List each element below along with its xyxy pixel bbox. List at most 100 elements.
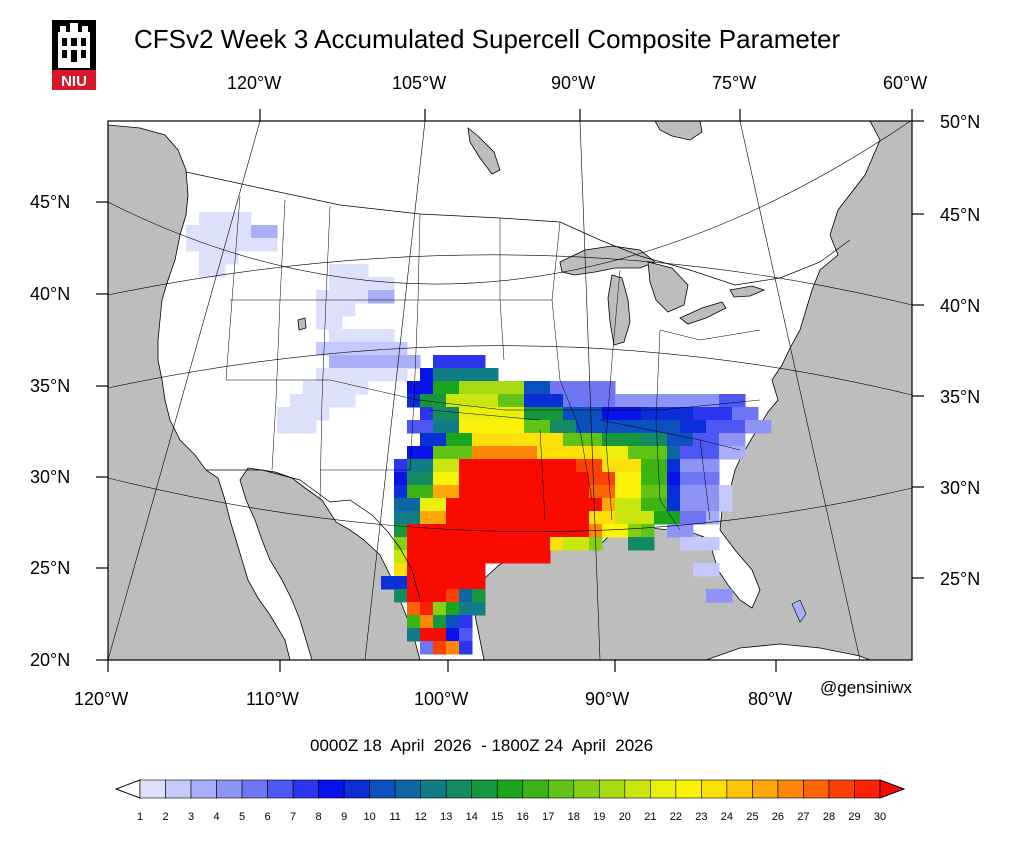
colorbar-tick-label: 23 [695, 811, 707, 823]
scp-cell [472, 433, 486, 447]
scp-cell [420, 550, 434, 564]
scp-cell [238, 212, 252, 226]
scp-cell [329, 290, 343, 304]
scp-cell [446, 641, 460, 655]
map-frame [107, 120, 913, 661]
scp-cell [654, 420, 668, 434]
scp-cell [459, 433, 473, 447]
scp-cell [550, 537, 564, 551]
scp-cell [459, 641, 473, 655]
scp-cell [628, 498, 642, 512]
colorbar-swatch [445, 779, 473, 799]
colorbar-swatch [803, 779, 830, 799]
scp-cell [394, 459, 408, 473]
scp-cell [407, 446, 421, 460]
scp-cell [485, 498, 499, 512]
scp-cell [433, 355, 447, 369]
scp-cell [706, 589, 720, 603]
colorbar-swatch [599, 779, 626, 799]
scp-cell [407, 472, 421, 486]
cuba [705, 643, 871, 660]
scp-cell [693, 420, 707, 434]
scp-cell [446, 381, 460, 395]
scp-cell [186, 238, 200, 252]
scp-cell [472, 407, 486, 421]
scp-cell [589, 394, 603, 408]
scp-cell [433, 407, 447, 421]
scp-cell [433, 485, 447, 499]
scp-cell [407, 498, 421, 512]
scp-cell [407, 576, 421, 590]
scp-cell [420, 563, 434, 577]
scp-cell [589, 472, 603, 486]
scp-cell [511, 550, 525, 564]
axis-ticks [96, 109, 924, 672]
scp-cell [394, 498, 408, 512]
scp-cell [537, 381, 551, 395]
scp-cell [394, 563, 408, 577]
scp-cell [433, 381, 447, 395]
scp-cell [342, 381, 356, 395]
scp-cell [407, 459, 421, 473]
scp-cell [511, 537, 525, 551]
great-salt-lake [297, 317, 307, 331]
scp-cell [550, 498, 564, 512]
scp-cell [381, 355, 395, 369]
colorbar-tick-label: 19 [593, 811, 605, 823]
scp-cell [524, 511, 538, 525]
scp-cell [641, 394, 655, 408]
scp-cell [212, 225, 226, 239]
scp-cell [433, 511, 447, 525]
scp-cell [706, 394, 720, 408]
scp-cell [693, 537, 707, 551]
scp-cell [420, 589, 434, 603]
scp-cell [654, 394, 668, 408]
colorbar-tick-label: 24 [721, 811, 733, 823]
scp-cell [641, 498, 655, 512]
scp-cell [459, 459, 473, 473]
scp-cell [563, 511, 577, 525]
scp-cell [407, 511, 421, 525]
scp-cell [303, 420, 317, 434]
scp-cell [420, 394, 434, 408]
scp-cell [446, 576, 460, 590]
scp-cell [433, 472, 447, 486]
scp-cell [433, 641, 447, 655]
colorbar-tick-label: 8 [316, 811, 322, 823]
scp-cell [446, 368, 460, 382]
scp-cell [524, 420, 538, 434]
scp-cell [342, 303, 356, 317]
scp-cell [303, 394, 317, 408]
scp-cell [680, 498, 694, 512]
scp-cell [433, 589, 447, 603]
scp-cell [680, 459, 694, 473]
scp-cell [433, 576, 447, 590]
scp-cell [472, 394, 486, 408]
scp-cell [420, 524, 434, 538]
top-lon-label: 105°W [392, 73, 447, 93]
scp-cell [368, 277, 382, 291]
scp-cell [511, 394, 525, 408]
scp-cell [693, 407, 707, 421]
scp-cell [498, 420, 512, 434]
scp-cell [446, 524, 460, 538]
scp-cell [719, 498, 733, 512]
scp-cell [641, 446, 655, 460]
scp-cell [602, 407, 616, 421]
scp-cell [498, 550, 512, 564]
scp-cell [446, 420, 460, 434]
scp-cell [420, 381, 434, 395]
scp-cell [498, 524, 512, 538]
scp-cell [212, 251, 226, 265]
colorbar-swatch [777, 779, 804, 799]
scp-cell [589, 511, 603, 525]
scp-cell [537, 550, 551, 564]
scp-cell [446, 446, 460, 460]
scp-cell [524, 498, 538, 512]
scp-cell [420, 433, 434, 447]
colorbar-tick-label: 5 [239, 811, 245, 823]
scp-cell [641, 524, 655, 538]
scp-cell [342, 264, 356, 278]
scp-cell [329, 329, 343, 343]
scp-cell [329, 342, 343, 356]
